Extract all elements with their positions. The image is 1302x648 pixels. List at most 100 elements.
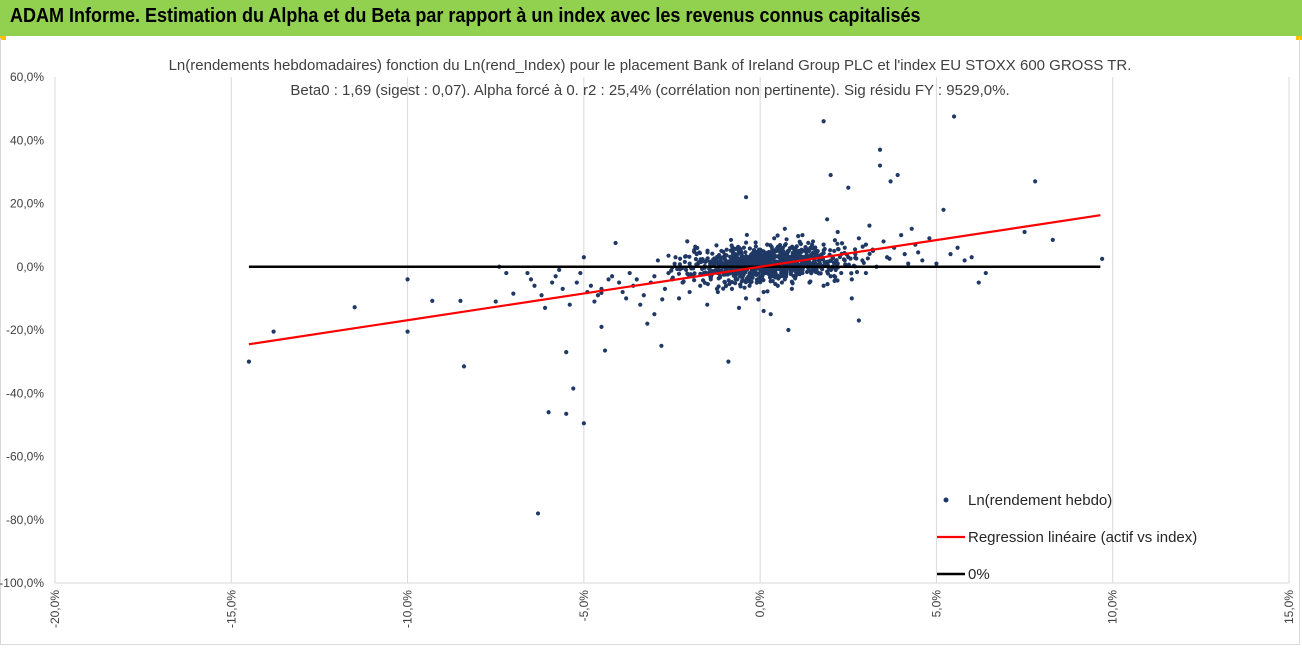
data-point — [652, 312, 657, 317]
data-point — [849, 271, 854, 276]
data-point — [705, 302, 710, 307]
data-point — [836, 247, 841, 252]
data-point — [698, 283, 703, 288]
data-point — [761, 289, 766, 295]
data-point — [813, 261, 818, 266]
data-point — [669, 268, 674, 273]
data-point — [787, 267, 793, 272]
data-point — [578, 270, 583, 276]
data-point — [750, 252, 756, 257]
data-point — [824, 259, 829, 265]
data-point — [832, 273, 837, 279]
data-point — [785, 248, 790, 254]
data-point — [941, 207, 946, 212]
data-point — [775, 283, 780, 288]
data-point — [797, 270, 802, 275]
data-point — [863, 242, 869, 247]
data-point — [800, 233, 805, 238]
data-point — [796, 234, 801, 239]
chart-subtitle: Beta0 : 1,69 (sigest : 0,07). Alpha forc… — [290, 82, 1009, 99]
data-point — [747, 246, 752, 251]
data-point — [724, 247, 729, 252]
data-point — [705, 250, 710, 255]
data-point — [793, 274, 798, 279]
data-point — [786, 327, 791, 333]
data-point — [724, 253, 729, 258]
data-point — [867, 223, 872, 228]
data-point — [662, 286, 668, 291]
data-point — [803, 255, 809, 260]
report-banner: ADAM Informe. Estimation du Alpha et du … — [0, 0, 1302, 36]
data-point — [609, 274, 615, 279]
data-point — [641, 293, 646, 298]
data-point — [777, 242, 783, 248]
data-point — [813, 245, 818, 250]
data-point — [789, 279, 794, 284]
data-point — [948, 252, 953, 257]
data-point — [672, 261, 677, 266]
data-point — [742, 285, 747, 290]
data-point — [828, 248, 833, 253]
data-point — [818, 271, 823, 276]
data-point — [683, 254, 688, 259]
data-point — [821, 119, 826, 124]
data-point — [723, 272, 728, 277]
data-point — [825, 271, 831, 276]
data-point — [860, 244, 865, 249]
y-tick-label: 20,0% — [10, 197, 44, 211]
data-point — [805, 247, 810, 252]
data-point — [860, 258, 865, 263]
data-point — [676, 271, 682, 276]
data-point — [634, 277, 639, 282]
data-point — [655, 258, 660, 263]
data-point — [835, 261, 840, 266]
data-point — [809, 246, 814, 251]
data-point — [877, 163, 883, 168]
data-point — [906, 261, 911, 266]
data-point — [835, 229, 840, 235]
data-point — [825, 217, 830, 222]
data-point — [775, 233, 780, 238]
data-point — [602, 348, 608, 353]
data-point — [511, 291, 516, 296]
data-point — [743, 195, 749, 200]
data-point — [758, 277, 763, 282]
data-point — [729, 286, 735, 291]
data-point — [687, 289, 692, 295]
data-point — [588, 283, 594, 288]
data-point — [712, 268, 717, 273]
x-tick-label: 10,0% — [1106, 590, 1120, 624]
data-point — [842, 245, 847, 250]
data-point — [692, 278, 697, 283]
data-point — [761, 278, 766, 283]
data-point — [461, 364, 467, 369]
data-point — [800, 270, 805, 276]
data-point — [726, 278, 731, 283]
data-point — [733, 274, 738, 279]
data-point — [749, 279, 754, 284]
data-point — [726, 260, 731, 265]
accent-left — [0, 36, 6, 40]
data-point — [810, 239, 816, 244]
data-point — [877, 147, 883, 152]
data-point — [765, 289, 770, 294]
x-tick-label: -20,0% — [48, 590, 62, 628]
legend-label: 0% — [968, 566, 990, 583]
data-point — [638, 302, 643, 307]
data-point — [782, 252, 788, 257]
x-tick-label: 5,0% — [929, 590, 943, 618]
data-point — [756, 297, 761, 302]
data-point — [746, 274, 751, 279]
data-point — [728, 237, 734, 243]
data-point — [1022, 229, 1027, 235]
data-point — [849, 296, 854, 301]
data-point — [809, 254, 814, 259]
data-point — [687, 254, 692, 259]
data-point — [976, 280, 981, 285]
data-point — [693, 244, 698, 249]
data-point — [798, 241, 803, 247]
data-point — [765, 267, 770, 273]
data-point — [765, 242, 770, 247]
data-point — [753, 240, 758, 245]
data-point — [685, 239, 690, 244]
